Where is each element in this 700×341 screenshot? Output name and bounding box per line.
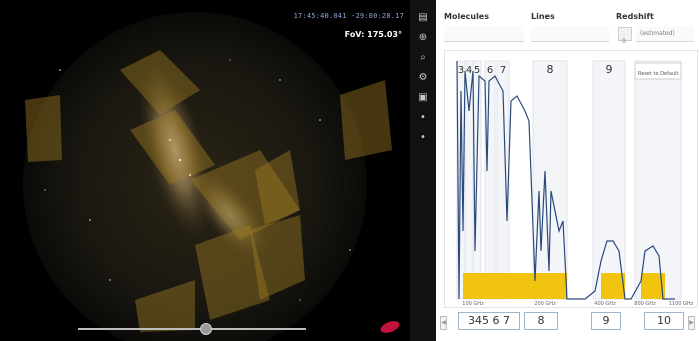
layers-icon[interactable]: ▤ xyxy=(418,12,428,23)
redshift-header: Redshift xyxy=(616,12,654,21)
band-header-label: 4 xyxy=(466,65,472,76)
band-coverage xyxy=(463,273,665,299)
sky-map[interactable] xyxy=(0,0,410,341)
molecules-header: Molecules xyxy=(444,12,489,21)
milky-way-lower xyxy=(189,169,271,261)
x-tick-label: 800 GHz xyxy=(634,301,656,307)
viewer-toolbar: ▤ ⊕ ⌕ ⚙ ▣ • • xyxy=(410,0,436,341)
band-column xyxy=(532,60,568,300)
redshift-mode: (estimated) xyxy=(640,30,675,37)
molecules-select[interactable] xyxy=(444,26,524,42)
x-tick-label: 100 GHz xyxy=(462,301,484,307)
transmission-curve xyxy=(456,60,675,300)
x-tick-label: 400 GHz xyxy=(594,301,616,307)
band-column xyxy=(484,60,496,300)
legend-text: Reset to Default xyxy=(638,71,678,77)
band-label-8: 8 xyxy=(524,312,558,330)
band-column xyxy=(634,60,682,300)
lines-select[interactable] xyxy=(531,26,609,42)
lines-header: Lines xyxy=(531,12,555,21)
gear-icon[interactable]: ⚙ xyxy=(418,72,428,83)
band-column xyxy=(464,60,474,300)
coverage-tiles xyxy=(25,50,392,332)
band-label-10: 10 xyxy=(644,312,684,330)
band-header-label: 5 xyxy=(474,65,480,76)
redshift-input[interactable]: 0 xyxy=(618,27,632,45)
search-icon[interactable]: ⌕ xyxy=(420,52,426,63)
band-header-label: 8 xyxy=(547,63,554,76)
spectrum-panel: Molecules Lines Redshift 0 (estimated) 3… xyxy=(436,0,700,341)
band-header-label: 3 xyxy=(458,65,464,76)
target-icon[interactable]: ⊕ xyxy=(418,32,428,43)
legend-box xyxy=(634,62,682,80)
redshift-value: 0 xyxy=(622,38,626,45)
band-label-9: 9 xyxy=(591,312,621,330)
dot-icon[interactable]: • xyxy=(420,132,426,143)
scroll-right-button[interactable]: ▶ xyxy=(688,316,695,330)
stars xyxy=(44,59,351,301)
band-label-group-1: 345 6 7 xyxy=(458,312,520,330)
redshift-mode-select[interactable]: (estimated) xyxy=(636,26,694,42)
image-icon[interactable]: ▣ xyxy=(418,92,428,103)
zoom-slider-track[interactable] xyxy=(78,328,306,330)
scroll-left-button[interactable]: ◀ xyxy=(440,316,447,330)
sky-viewer[interactable]: 17:45:40.041 -29:00:28.17 FoV: 175.03° xyxy=(0,0,410,341)
dot-icon[interactable]: • xyxy=(420,112,426,123)
band-header-label: 6 xyxy=(487,65,493,76)
x-axis-ticks: 100 GHz 200 GHz 400 GHz 800 GHz 1100 GHz xyxy=(462,301,693,307)
fov-readout: FoV: 175.03° xyxy=(344,30,402,39)
band-header-label: 7 xyxy=(500,65,506,76)
x-tick-label: 200 GHz xyxy=(534,301,556,307)
x-tick-label: 1100 GHz xyxy=(669,301,694,307)
zoom-slider-thumb[interactable] xyxy=(200,323,212,335)
band-header-label: 9 xyxy=(606,63,613,76)
coordinates-readout: 17:45:40.041 -29:00:28.17 xyxy=(293,12,404,20)
